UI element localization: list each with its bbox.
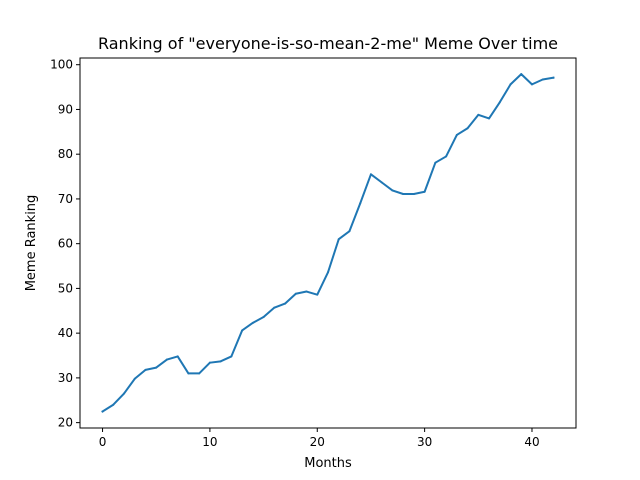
data-point [509,83,512,86]
data-point [155,366,158,369]
data-point [541,78,544,81]
data-point [284,302,287,305]
plot-area [101,73,555,413]
data-point [198,372,201,375]
data-point [337,238,340,241]
data-point [176,355,179,358]
data-point [369,173,372,176]
series-line-0 [101,73,555,413]
x-tick-label: 10 [202,435,217,449]
data-point [123,392,126,395]
data-point [412,193,415,196]
x-tick-label: 0 [99,435,107,449]
data-point [273,306,276,309]
data-point [402,193,405,196]
data-point [165,358,168,361]
data-point [359,202,362,205]
y-tick-label: 80 [58,147,73,161]
data-point [520,73,523,76]
data-point [530,83,533,86]
data-point [294,292,297,295]
data-point [230,355,233,358]
y-axis-label: Meme Ranking [24,195,39,292]
data-point [144,368,147,371]
axes-frame [79,57,577,429]
y-tick-label: 90 [58,102,73,116]
data-point [219,360,222,363]
y-tick-label: 30 [58,371,73,385]
data-point [251,321,254,324]
data-point [552,76,555,79]
data-point [187,372,190,375]
y-tick-label: 60 [58,237,73,251]
y-axis: 20 30 40 50 60 70 80 90 100 [50,58,80,430]
data-point [208,361,211,364]
x-axis-label: Months [304,456,352,471]
data-point [262,316,265,319]
data-point [434,161,437,164]
data-point [455,133,458,136]
data-point [488,117,491,120]
y-tick-label: 50 [58,281,73,295]
data-point [241,329,244,332]
data-point [380,181,383,184]
data-point [112,403,115,406]
y-tick-label: 20 [58,416,73,430]
chart-title: Ranking of "everyone-is-so-mean-2-me" Me… [98,34,558,53]
data-point [316,293,319,296]
data-point [498,101,501,104]
y-tick-label: 70 [58,192,73,206]
data-point [133,377,136,380]
data-point [101,410,104,413]
y-tick-label: 40 [58,326,73,340]
data-point [348,230,351,233]
data-point [477,113,480,116]
y-tick-label: 100 [50,58,73,72]
x-tick-label: 30 [417,435,432,449]
data-point [423,190,426,193]
data-point [466,127,469,130]
x-axis: 0 10 20 30 40 [99,428,540,449]
x-tick-label: 40 [524,435,539,449]
x-tick-label: 20 [310,435,325,449]
data-point [327,271,329,274]
data-point [305,290,308,293]
data-point [445,155,448,158]
data-point [391,189,394,192]
